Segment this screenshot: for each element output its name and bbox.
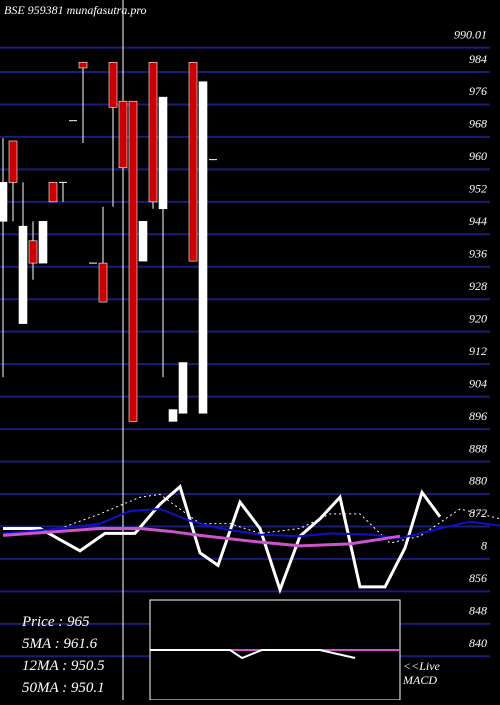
stat: Price : 965: [21, 614, 90, 630]
candle-body: [188, 61, 198, 262]
stat: 50MA : 950.1: [22, 680, 105, 696]
candle-body: [28, 240, 38, 264]
y-tick-label: 936: [469, 247, 487, 261]
indicator-line: [3, 484, 442, 595]
candle-body: [178, 362, 188, 414]
y-tick-label: 960: [469, 149, 487, 163]
candle-body: [198, 81, 208, 414]
candle-body: [168, 409, 178, 422]
y-tick-label: 856: [469, 571, 487, 585]
y-tick-label: 990.01: [454, 27, 487, 41]
y-tick-label: 848: [469, 604, 487, 618]
candle-body: [108, 61, 118, 108]
candle-body: [158, 96, 168, 210]
y-tick-label: 968: [469, 117, 487, 131]
grid: [0, 46, 490, 658]
y-tick-label: 880: [469, 474, 487, 488]
indicator-line: [2, 507, 500, 540]
indicator-lines: [2, 484, 500, 595]
y-tick-label: 944: [469, 214, 487, 228]
y-tick-label: 904: [469, 376, 487, 390]
y-tick-label: 920: [469, 311, 487, 325]
y-tick-label: 984: [469, 52, 487, 66]
indicator-line: [2, 526, 401, 548]
candles: [0, 61, 217, 422]
y-tick-label: 928: [469, 279, 487, 293]
candle-body: [8, 140, 18, 183]
macd-line: [150, 649, 356, 660]
candle-body: [148, 61, 158, 203]
y-tick-label: 912: [469, 344, 487, 358]
candle-body: [38, 221, 48, 264]
chart-title: BSE 959381 munafasutra.pro: [4, 3, 147, 17]
stat: 5MA : 961.6: [22, 636, 98, 652]
candle-body: [138, 221, 148, 262]
candle-body: [98, 262, 108, 303]
y-tick-label: 840: [469, 636, 487, 650]
candle-body: [78, 61, 88, 69]
y-tick-label: 888: [469, 441, 487, 455]
candle-body: [128, 100, 138, 422]
candle-body: [48, 182, 58, 203]
y-tick-label: 976: [469, 84, 487, 98]
y-tick-label: 952: [469, 182, 487, 196]
y-tick-label: 8: [481, 539, 487, 553]
candle-body: [18, 225, 28, 324]
candle-body: [118, 100, 128, 169]
y-tick-label: 872: [469, 506, 487, 520]
live-label: <<Live: [403, 659, 441, 673]
macd-label: MACD: [402, 673, 437, 687]
y-tick-label: 896: [469, 409, 487, 423]
stat: 12MA : 950.5: [22, 658, 105, 674]
candle-body: [0, 182, 8, 222]
